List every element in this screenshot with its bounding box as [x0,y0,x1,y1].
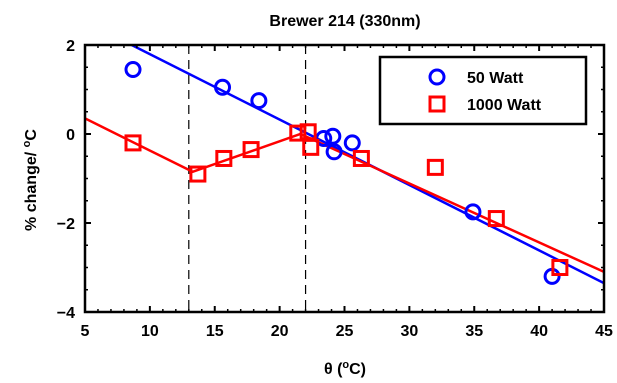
data-point-series-1-4 [289,124,307,142]
x-tick-label-5: 30 [400,323,418,340]
data-point-series-1-0 [124,134,142,152]
data-point-series-1-6 [302,138,320,156]
x-tick-label-8: 45 [595,323,613,340]
data-point-series-1-5 [299,123,317,141]
data-point-series-1-9 [487,210,505,228]
data-point-series-1-2 [215,149,233,167]
y-tick-label-3: 2 [66,38,75,55]
x-tick-label-0: 5 [81,323,90,340]
legend-marker-1000-watt [428,95,446,113]
x-tick-label-4: 25 [336,323,354,340]
data-point-series-0-2 [250,92,268,110]
y-tick-label-2: 0 [66,127,75,144]
data-point-series-1-3 [242,141,260,159]
data-point-series-1-7 [352,149,370,167]
data-point-series-1-10 [551,259,569,276]
data-point-series-0-7 [464,203,482,221]
x-axis-label: θ (oC) [324,359,366,378]
x-tick-label-3: 20 [271,323,289,340]
data-point-series-0-1 [214,78,232,96]
y-tick-label-1: −2 [57,216,75,233]
data-point-series-0-4 [324,127,342,145]
legend-label-50-watt: 50 Watt [467,70,524,87]
y-axis-label: % change/ oC [21,129,40,231]
data-point-series-0-6 [343,134,361,152]
data-point-series-0-3 [315,129,333,147]
data-point-series-1-8 [426,158,444,176]
data-point-series-1-1 [189,165,207,183]
legend-marker-50-watt [428,68,446,86]
x-tick-label-7: 40 [530,323,548,340]
x-tick-label-6: 35 [465,323,483,340]
plot-area: 5 10 15 20 25 30 35 40 45 −4 −2 0 2 [57,38,613,340]
legend-label-1000-watt: 1000 Watt [467,97,542,114]
legend-box [378,55,588,126]
y-tick-label-0: −4 [57,305,75,322]
data-point-series-0-0 [124,60,142,78]
data-point-series-0-5 [325,143,343,161]
chart-title: Brewer 214 (330nm) [269,13,420,30]
legend: 50 Watt 1000 Watt [378,55,588,126]
x-tick-label-1: 10 [141,323,159,340]
x-tick-label-2: 15 [206,323,224,340]
